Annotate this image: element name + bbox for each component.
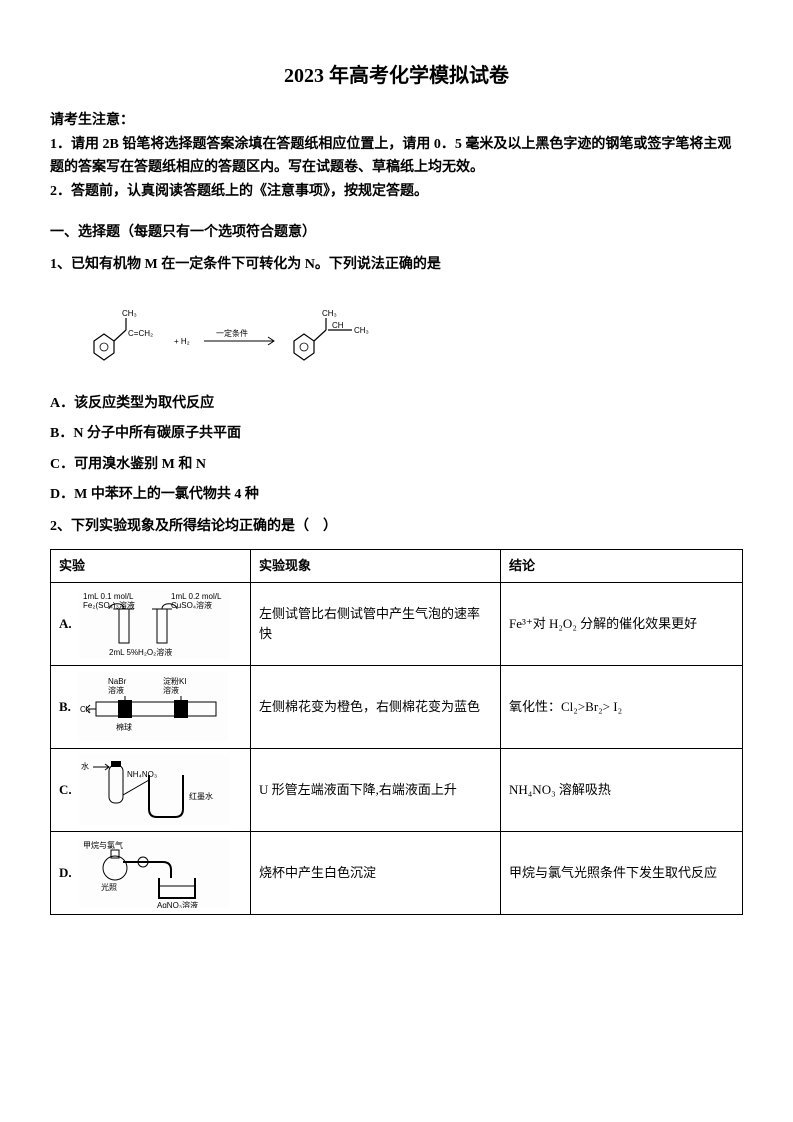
concl-b: 氧化性：Cl₂>Br₂> I₂ [501, 666, 743, 749]
q1-arrow-label: 一定条件 [216, 328, 248, 338]
svg-text:淀粉KI: 淀粉KI [163, 676, 187, 686]
table-header-row: 实验 实验现象 结论 [51, 549, 743, 583]
q1-right-sub2: CH₃ [354, 326, 369, 335]
q1-option-d: D．M 中苯环上的一氯代物共 4 种 [50, 484, 743, 506]
svg-text:AgNO₃溶液: AgNO₃溶液 [157, 900, 198, 908]
table-row: C. 水 NH₄NO₃ 红墨水 U 形管左端液面下降,右端液 [51, 749, 743, 832]
row-label-c: C. [59, 780, 72, 801]
svg-text:光照: 光照 [101, 882, 117, 892]
q1-right-sub1: CH [332, 321, 344, 330]
q1-option-b: B．N 分子中所有碳原子共平面 [50, 423, 743, 445]
table-row: B. NaBr 溶液 淀粉KI 溶液 Cl₂ 棉球 [51, 666, 743, 749]
page-title: 2023 年高考化学模拟试卷 [50, 60, 743, 92]
q1-left-top: CH₃ [122, 309, 137, 318]
svg-text:水: 水 [81, 761, 89, 771]
q1-diagram: M CH₃ C=CH₂ + H₂ 一定条件 N CH₃ CH CH₃ [64, 286, 743, 374]
q1-left-label: M [100, 365, 107, 366]
phenom-d: 烧杯中产生白色沉淀 [251, 832, 501, 915]
section-1-head: 一、选择题（每题只有一个选项符合题意） [50, 222, 743, 244]
th-phenomenon: 实验现象 [251, 549, 501, 583]
svg-text:棉球: 棉球 [116, 722, 132, 732]
svg-text:NaBr: NaBr [108, 677, 127, 686]
th-conclusion: 结论 [501, 549, 743, 583]
table-row: D. 甲烷与氯气 光照 AgNO₃溶液 [51, 832, 743, 915]
svg-text:溶液: 溶液 [108, 685, 124, 695]
row-label-d: D. [59, 863, 72, 884]
thumb-d: 甲烷与氯气 光照 AgNO₃溶液 [79, 838, 229, 908]
svg-text:1mL 0.1 mol/L: 1mL 0.1 mol/L [83, 592, 134, 601]
concl-a: Fe³⁺对 H₂O₂ 分解的催化效果更好 [501, 583, 743, 666]
thumb-c: 水 NH₄NO₃ 红墨水 [79, 755, 229, 825]
notice-head: 请考生注意： [50, 110, 743, 132]
q1-option-c: C．可用溴水鉴别 M 和 N [50, 454, 743, 476]
table-row: A. 1mL 0.1 mol/L Fe₂(SO₄)₃溶液 1mL 0.2 mol… [51, 583, 743, 666]
row-label-a: A. [59, 614, 72, 635]
phenom-c: U 形管左端液面下降,右端液面上升 [251, 749, 501, 832]
svg-text:红墨水: 红墨水 [189, 791, 213, 801]
experiment-table: 实验 实验现象 结论 A. 1mL 0.1 mol/L Fe₂(SO₄)₃溶液 … [50, 549, 743, 916]
svg-text:1mL 0.2 mol/L: 1mL 0.2 mol/L [171, 592, 222, 601]
row-label-b: B. [59, 697, 71, 718]
concl-c: NH₄NO₃ 溶解吸热 [501, 749, 743, 832]
q2-stem: 2、下列实验现象及所得结论均正确的是（ ） [50, 516, 743, 538]
q1-left-sub: C=CH₂ [128, 329, 153, 338]
notice-line-2: 2．答题前，认真阅读答题纸上的《注意事项》，按规定答题。 [50, 181, 743, 203]
q1-mid: + H₂ [174, 337, 190, 346]
th-experiment: 实验 [51, 549, 251, 583]
thumb-a: 1mL 0.1 mol/L Fe₂(SO₄)₃溶液 1mL 0.2 mol/L … [79, 589, 229, 659]
svg-text:2mL 5%H₂O₂溶液: 2mL 5%H₂O₂溶液 [109, 647, 172, 657]
notice-line-1: 1．请用 2B 铅笔将选择题答案涂填在答题纸相应位置上，请用 0．5 毫米及以上… [50, 134, 743, 179]
svg-text:NH₄NO₃: NH₄NO₃ [127, 770, 157, 779]
phenom-b: 左侧棉花变为橙色，右侧棉花变为蓝色 [251, 666, 501, 749]
q1-right-label: N [300, 365, 306, 366]
q1-right-top: CH₃ [322, 309, 337, 318]
q1-option-a: A．该反应类型为取代反应 [50, 393, 743, 415]
thumb-b: NaBr 溶液 淀粉KI 溶液 Cl₂ 棉球 [78, 672, 228, 742]
q1-stem: 1、已知有机物 M 在一定条件下可转化为 N。下列说法正确的是 [50, 254, 743, 276]
svg-text:溶液: 溶液 [163, 685, 179, 695]
concl-d: 甲烷与氯气光照条件下发生取代反应 [501, 832, 743, 915]
phenom-a: 左侧试管比右侧试管中产生气泡的速率快 [251, 583, 501, 666]
svg-text:甲烷与氯气: 甲烷与氯气 [83, 840, 123, 850]
